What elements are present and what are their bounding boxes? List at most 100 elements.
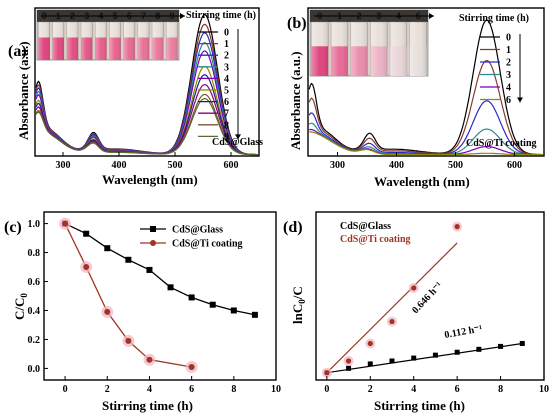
- x-tick-label-6: 6: [189, 384, 194, 395]
- data-point-ti-3h: [125, 337, 132, 344]
- vial-shine-4h: [390, 22, 407, 76]
- x-tick-label-4: 4: [147, 384, 152, 395]
- data-point-glass-3h: [125, 256, 132, 263]
- data-point-glass-2h: [367, 361, 373, 367]
- legend-label-6h: 6: [224, 97, 229, 108]
- legend-label-5h: 5: [224, 86, 229, 97]
- panel-b-ylabel: Absorbance (a.u.): [288, 51, 303, 150]
- panel-c-legend: CdS@Glass CdS@Ti coating: [140, 225, 243, 250]
- panel-d-plot: [321, 221, 525, 378]
- data-point-ti-6h: [188, 363, 195, 370]
- panel-d-ylabel: lnC0/C: [290, 286, 307, 324]
- vial-shine-3h: [370, 22, 388, 76]
- data-point-glass-6h: [188, 294, 195, 301]
- x-tick-label-300: 300: [56, 160, 71, 171]
- legend-marker-glass: [150, 226, 156, 232]
- vial-shine-3h: [81, 22, 93, 60]
- data-point-glass-8h: [498, 343, 504, 349]
- data-point-glass-4h: [411, 355, 417, 361]
- panel-c-plot: [59, 217, 258, 373]
- panel-c-label: (c): [4, 219, 22, 236]
- panel-a-frame: [34, 7, 260, 157]
- data-point-ti-4h: [411, 285, 417, 291]
- legend-label-1h: 1: [224, 39, 229, 50]
- x-tick-label-600: 600: [507, 160, 522, 171]
- spectrum-line-6h: [309, 131, 543, 156]
- x-tick-label-500: 500: [168, 160, 183, 171]
- spectrum-line-9h: [35, 98, 258, 156]
- legend-label-3h: 3: [224, 62, 229, 73]
- y-tick-label-1: 1.0: [28, 219, 41, 230]
- panel-b-spectra: [308, 19, 543, 156]
- x-tick-label-2: 2: [368, 384, 373, 395]
- panel-d-label: (d): [283, 219, 303, 236]
- vial-shine-8h: [152, 22, 164, 60]
- spectrum-line-0h: [308, 19, 543, 156]
- data-point-ti-0h: [324, 370, 330, 376]
- panel-b-xlabel: Wavelength (nm): [374, 174, 470, 189]
- panel-b-legend-title: Stirring time (h): [459, 13, 529, 24]
- vial-shine-4h: [95, 22, 107, 60]
- legend-label-2h: 2: [506, 58, 511, 69]
- legend-label-7h: 7: [224, 109, 229, 120]
- x-tick-label-300: 300: [330, 160, 345, 171]
- x-tick-label-400: 400: [389, 160, 404, 171]
- vial-shine-6h: [409, 22, 427, 76]
- data-point-glass-9h: [519, 340, 525, 346]
- data-point-ti-6h: [454, 224, 460, 230]
- panel-b-x-ticks: 300 400 500 600: [330, 152, 522, 171]
- legend-label-1h: 1: [506, 45, 511, 56]
- vial-shine-0h: [311, 22, 329, 76]
- legend-label-4h: 4: [506, 83, 511, 94]
- data-point-glass-5h: [432, 352, 438, 358]
- x-tick-label-8: 8: [231, 384, 236, 395]
- vial-shine-0h: [38, 22, 50, 60]
- data-point-glass-3h: [389, 358, 395, 364]
- panel-b-label: (b): [287, 15, 307, 32]
- x-tick-label-500: 500: [448, 160, 463, 171]
- panel-b-sample-label: CdS@Ti coating: [466, 138, 537, 149]
- data-point-glass-1h: [346, 365, 352, 371]
- spectrum-line-1h: [308, 60, 543, 156]
- legend-label-ti: CdS@Ti coating: [172, 239, 243, 250]
- vial-shine-2h: [66, 22, 79, 60]
- panel-c-ylabel-subscript: 0: [19, 293, 29, 298]
- x-tick-label-8: 8: [498, 384, 503, 395]
- panel-c: 0 2 4 6 8 10 0.0 0.2 0.4 0.6 0.8 1.0 CdS@Glass CdS@T…: [4, 211, 281, 413]
- panel-c-xlabel: Stirring time (h): [102, 398, 193, 413]
- x-tick-label-10: 10: [271, 384, 281, 395]
- panel-a-xlabel: Wavelength (nm): [102, 172, 198, 187]
- y-tick-label-0.2: 0.2: [28, 335, 41, 346]
- x-tick-label-0: 0: [324, 384, 329, 395]
- data-point-glass-4h: [146, 266, 153, 273]
- panel-d-ylabel-subscript: 0: [297, 299, 307, 304]
- data-point-glass-9h: [251, 311, 258, 318]
- vial-shine-5h: [109, 22, 121, 60]
- x-tick-label-4: 4: [411, 384, 416, 395]
- legend-arrow-head: [517, 97, 523, 103]
- panel-d-frame: [315, 211, 545, 381]
- data-point-ti-0h: [62, 220, 69, 227]
- data-point-glass-6h: [454, 349, 460, 355]
- y-tick-label-0.4: 0.4: [28, 306, 41, 317]
- vial-time-arrow-head: [429, 13, 434, 19]
- data-point-ti-4h: [146, 356, 153, 363]
- data-point-ti-1h: [345, 358, 352, 364]
- data-point-ti-2h: [104, 308, 111, 315]
- data-point-ti-1h: [83, 264, 90, 271]
- legend-label-0h: 0: [224, 28, 229, 39]
- panel-a-ylabel: Absorbance (a.u.): [16, 41, 31, 140]
- panel-b-legend: Stirring time (h) 01 23 46: [459, 13, 529, 106]
- panel-d-ylabel-rest: /C: [290, 286, 305, 300]
- x-tick-label-600: 600: [224, 160, 239, 171]
- vial-shine-1h: [331, 22, 348, 76]
- panel-d-rate-glass: 0.112 h⁻¹: [444, 323, 484, 340]
- panel-a-label: (a): [8, 43, 27, 60]
- legend-label-glass: CdS@Glass: [340, 221, 391, 232]
- legend-label-ti: CdS@Ti coating: [340, 234, 411, 245]
- series-line-glass: [64, 223, 256, 316]
